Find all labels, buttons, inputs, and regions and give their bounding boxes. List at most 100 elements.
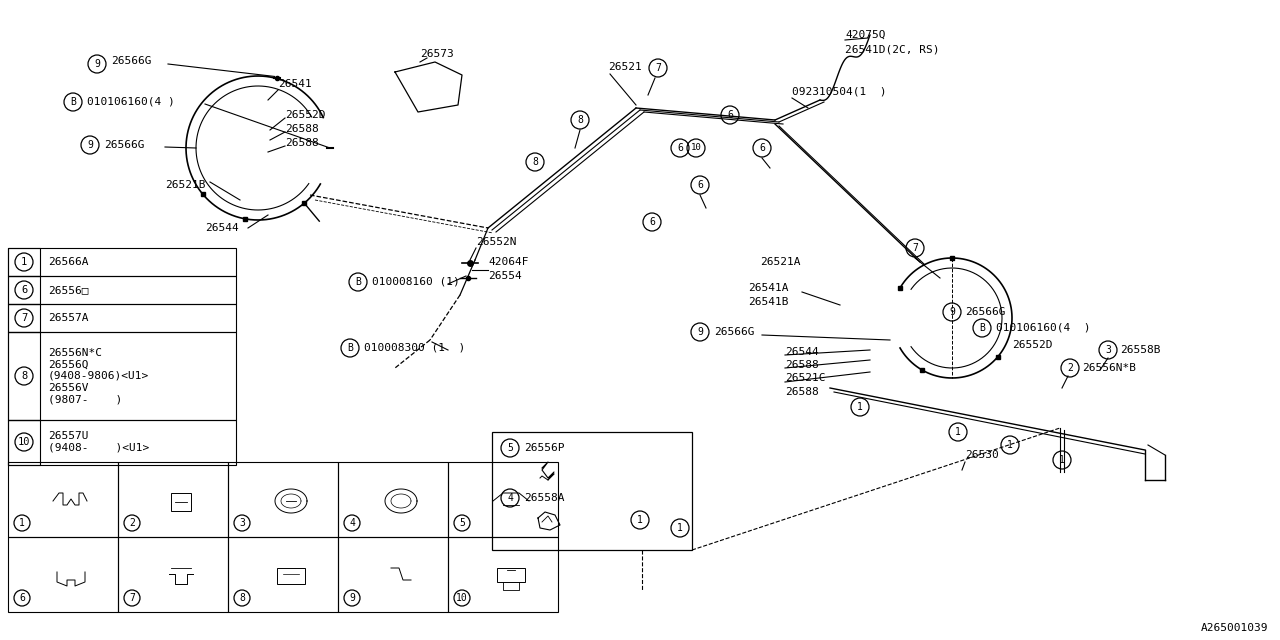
Text: 3: 3: [1105, 345, 1111, 355]
Text: 26541B: 26541B: [748, 297, 788, 307]
Text: 6: 6: [19, 593, 24, 603]
Text: 26558B: 26558B: [1120, 345, 1161, 355]
Text: 26588: 26588: [785, 360, 819, 370]
Text: 26566G: 26566G: [104, 140, 145, 150]
Bar: [492, 432, 692, 550]
Text: A265001039: A265001039: [1201, 623, 1268, 633]
Bar: [8, 304, 236, 332]
Text: 3: 3: [239, 518, 244, 528]
Bar: [338, 462, 448, 537]
Text: 7: 7: [129, 593, 134, 603]
Text: 4: 4: [349, 518, 355, 528]
Bar: [8, 276, 236, 304]
Bar: [338, 537, 448, 612]
Text: 42064F: 42064F: [488, 257, 529, 267]
Text: 10: 10: [691, 143, 701, 152]
Bar: [8, 304, 40, 332]
Text: 26541D(2C, RS): 26541D(2C, RS): [845, 45, 940, 55]
Text: 7: 7: [913, 243, 918, 253]
Text: 7: 7: [655, 63, 660, 73]
Text: 26556□: 26556□: [49, 285, 88, 295]
Text: 010106160(4 ): 010106160(4 ): [87, 97, 175, 107]
Text: 10: 10: [456, 593, 468, 603]
Text: 26558A: 26558A: [524, 493, 564, 503]
Text: 6: 6: [727, 110, 733, 120]
Text: 26556P: 26556P: [524, 443, 564, 453]
Text: 1: 1: [19, 518, 24, 528]
Text: B: B: [979, 323, 984, 333]
Bar: [8, 248, 40, 276]
Text: 26557U
(9408-    )<U1>: 26557U (9408- )<U1>: [49, 431, 150, 453]
Text: 6: 6: [20, 285, 27, 295]
Bar: [448, 537, 558, 612]
Text: 26544: 26544: [205, 223, 239, 233]
Text: 1: 1: [20, 257, 27, 267]
Bar: [8, 332, 40, 420]
Bar: [228, 537, 338, 612]
Text: 8: 8: [20, 371, 27, 381]
Text: 6: 6: [759, 143, 765, 153]
Text: 010106160(4  ): 010106160(4 ): [996, 323, 1091, 333]
Text: 26557A: 26557A: [49, 313, 88, 323]
Bar: [172, 493, 191, 511]
Text: 8: 8: [239, 593, 244, 603]
Text: 26588: 26588: [285, 124, 319, 134]
Bar: [8, 276, 40, 304]
Text: B: B: [355, 277, 361, 287]
Text: 092310504(1  ): 092310504(1 ): [792, 87, 887, 97]
Bar: [8, 248, 236, 276]
Text: 8: 8: [532, 157, 538, 167]
Text: 1: 1: [955, 427, 961, 437]
Bar: [118, 537, 228, 612]
Text: 1: 1: [637, 515, 643, 525]
Text: 9: 9: [698, 327, 703, 337]
Text: 26554: 26554: [488, 271, 522, 281]
Bar: [8, 332, 236, 420]
Text: 26552D: 26552D: [285, 110, 325, 120]
Bar: [118, 462, 228, 537]
Text: 6: 6: [649, 217, 655, 227]
Text: 2: 2: [129, 518, 134, 528]
Text: 26521B: 26521B: [165, 180, 206, 190]
Text: 26521A: 26521A: [760, 257, 800, 267]
Text: 26566A: 26566A: [49, 257, 88, 267]
Text: 9: 9: [349, 593, 355, 603]
Text: 1: 1: [858, 402, 863, 412]
Text: 2: 2: [1068, 363, 1073, 373]
Text: 42075Q: 42075Q: [845, 30, 886, 40]
Text: 6: 6: [698, 180, 703, 190]
Text: 26566G: 26566G: [965, 307, 1006, 317]
Text: 9: 9: [948, 307, 955, 317]
Text: 1: 1: [677, 523, 684, 533]
Text: 4: 4: [507, 493, 513, 503]
Text: B: B: [70, 97, 76, 107]
Bar: [8, 420, 40, 465]
Text: 010008300 (1  ): 010008300 (1 ): [364, 343, 465, 353]
Text: 8: 8: [577, 115, 582, 125]
Text: B: B: [347, 343, 353, 353]
Bar: [8, 420, 236, 465]
Text: 26556N*B: 26556N*B: [1082, 363, 1137, 373]
Text: 9: 9: [93, 59, 100, 69]
Bar: [276, 568, 305, 584]
Text: 5: 5: [507, 443, 513, 453]
Text: 5: 5: [460, 518, 465, 528]
Text: 10: 10: [18, 437, 31, 447]
Text: 26521: 26521: [608, 62, 641, 72]
Text: 7: 7: [20, 313, 27, 323]
Text: 26566G: 26566G: [111, 56, 151, 66]
Text: 26588: 26588: [285, 138, 319, 148]
Text: 26530: 26530: [965, 450, 998, 460]
Text: 9: 9: [87, 140, 93, 150]
Text: 6: 6: [677, 143, 684, 153]
Text: 26541: 26541: [278, 79, 312, 89]
Text: 26588: 26588: [785, 387, 819, 397]
Bar: [8, 537, 118, 612]
Text: 26556N*C
26556Q
(9408-9806)<U1>
26556V
(9807-    ): 26556N*C 26556Q (9408-9806)<U1> 26556V (…: [49, 348, 150, 404]
Text: 1: 1: [1059, 455, 1065, 465]
Bar: [497, 568, 525, 582]
Text: 010008160 (1): 010008160 (1): [372, 277, 460, 287]
Text: 26552N: 26552N: [476, 237, 517, 247]
Text: 26566G: 26566G: [714, 327, 754, 337]
Bar: [448, 462, 558, 537]
